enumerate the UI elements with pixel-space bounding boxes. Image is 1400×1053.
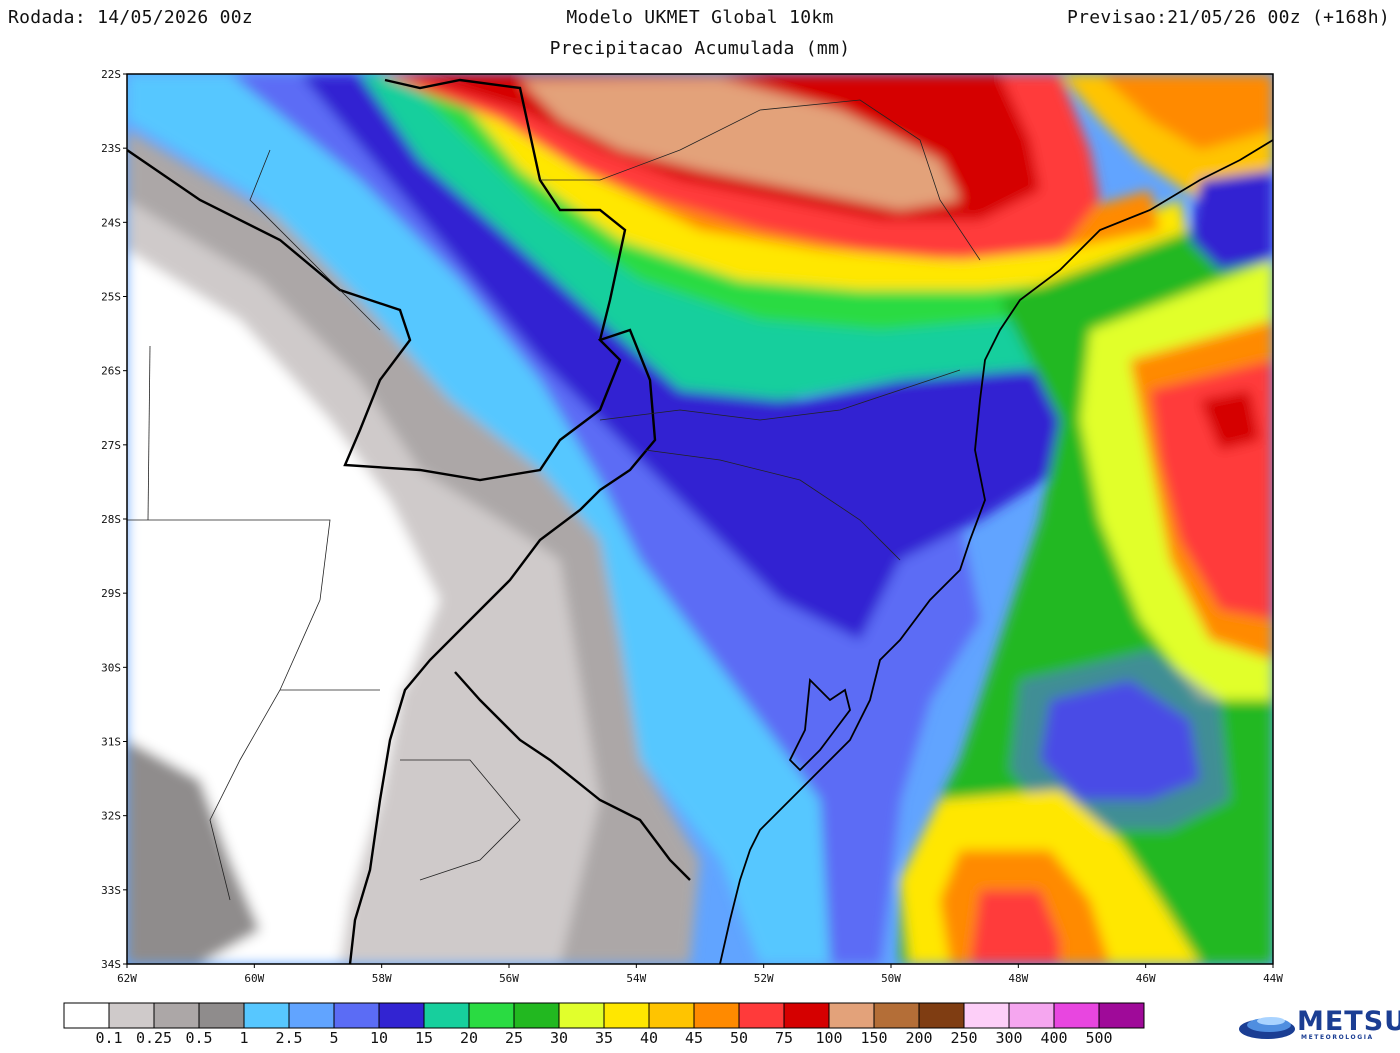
lon-tick-label: 46W [1136,972,1156,985]
colorbar-label: 400 [1040,1029,1068,1047]
lon-tick-label: 60W [244,972,264,985]
longitude-axis: 62W 60W 58W 56W 54W 52W 50W 48W 46W 44W [117,964,1283,985]
colorbar-label: 300 [995,1029,1023,1047]
lat-tick-label: 22S [101,68,121,81]
latitude-axis: 22S 23S 24S 25S 26S 27S 28S 29S 30S 31S 32S 33S 34S [101,68,127,971]
state-borders [127,99,981,901]
lon-tick-label: 58W [372,972,392,985]
lat-tick-label: 27S [101,439,121,452]
national-borders [127,78,691,964]
colorbar-label: 15 [414,1029,434,1047]
colorbar-label: 20 [459,1029,479,1047]
lon-tick-label: 48W [1008,972,1028,985]
colorbar [63,1002,1145,1029]
colorbar-label: 10 [369,1029,389,1047]
colorbar-swatch [738,1002,785,1029]
colorbar-swatch [963,1002,1010,1029]
lat-tick-label: 33S [101,884,121,897]
colorbar-label: 1 [239,1029,249,1047]
colorbar-labels: 0.1 0.25 0.5 1 2.5 5 10 15 20 25 30 35 40 45 50 75 100 15… [0,1029,1400,1049]
colorbar-swatch [243,1002,290,1029]
model-title: Modelo UKMET Global 10km [566,7,834,28]
lat-tick-label: 29S [101,587,121,600]
colorbar-swatch [918,1002,965,1029]
lat-tick-label: 24S [101,216,121,229]
product-title: Precipitacao Acumulada (mm) [549,38,851,59]
metsul-logo: METSUL METEOROLOGIA [1235,1003,1400,1049]
lat-tick-label: 23S [101,142,121,155]
lat-tick-label: 32S [101,810,121,823]
colorbar-label: 40 [639,1029,659,1047]
colorbar-swatch [513,1002,560,1029]
colorbar-swatch [828,1002,875,1029]
colorbar-label: 2.5 [275,1029,303,1047]
lat-tick-label: 31S [101,736,121,749]
colorbar-label: 100 [815,1029,843,1047]
colorbar-label: 150 [860,1029,888,1047]
lat-tick-label: 30S [101,661,121,674]
colorbar-swatch [468,1002,515,1029]
lon-tick-label: 50W [881,972,901,985]
colorbar-swatch [603,1002,650,1029]
globe-icon [1239,1017,1295,1039]
colorbar-label: 500 [1085,1029,1113,1047]
colorbar-swatch [693,1002,740,1029]
colorbar-label: 250 [950,1029,978,1047]
colorbar-label: 0.25 [135,1029,173,1047]
colorbar-label: 50 [729,1029,749,1047]
colorbar-swatch [63,1002,110,1029]
colorbar-label: 75 [774,1029,794,1047]
forecast-label: Previsao:21/05/26 00z (+168h) [1067,7,1390,28]
colorbar-swatch [783,1002,830,1029]
lon-tick-label: 56W [499,972,519,985]
coastline [719,139,1273,964]
colorbar-swatch [648,1002,695,1029]
colorbar-swatch [873,1002,920,1029]
colorbar-label: 0.5 [185,1029,213,1047]
lat-tick-label: 26S [101,365,121,378]
lat-tick-label: 28S [101,513,121,526]
colorbar-swatch [423,1002,470,1029]
colorbar-swatch [333,1002,380,1029]
colorbar-label: 30 [549,1029,569,1047]
colorbar-swatch [153,1002,200,1029]
lon-tick-label: 54W [626,972,646,985]
colorbar-swatch [288,1002,335,1029]
lat-tick-label: 34S [101,958,121,971]
lon-tick-label: 52W [754,972,774,985]
colorbar-label: 200 [905,1029,933,1047]
colorbar-swatch [198,1002,245,1029]
run-label: Rodada: 14/05/2026 00z [8,7,254,28]
colorbar-swatch [1008,1002,1055,1029]
colorbar-swatch [1053,1002,1100,1029]
colorbar-swatch [558,1002,605,1029]
colorbar-label: 45 [684,1029,704,1047]
precip-field [127,74,1273,964]
lon-tick-label: 62W [117,972,137,985]
lon-tick-label: 44W [1263,972,1283,985]
colorbar-label: 35 [594,1029,614,1047]
colorbar-swatch [378,1002,425,1029]
colorbar-label: 0.1 [95,1029,123,1047]
colorbar-label: 5 [329,1029,339,1047]
colorbar-swatch [108,1002,155,1029]
lat-tick-label: 25S [101,291,121,304]
colorbar-swatch [1098,1002,1145,1029]
colorbar-label: 25 [504,1029,524,1047]
